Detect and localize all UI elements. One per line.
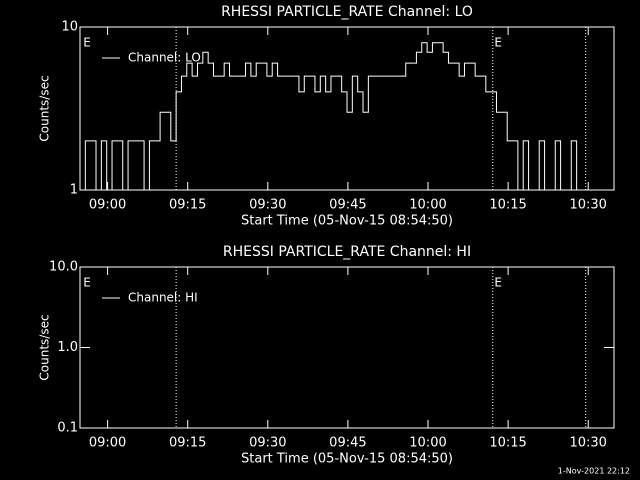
x-tick-label: 09:15 <box>169 436 206 451</box>
event-flag: E <box>494 276 502 290</box>
x-tick-label: 09:00 <box>89 198 126 213</box>
y-tick-label: 10.0 <box>49 260 78 275</box>
x-tick-label: 09:00 <box>89 436 126 451</box>
x-tick-label: 09:45 <box>329 198 366 213</box>
event-flag: E <box>83 276 91 290</box>
footer: 1-Nov-2021 22:12 <box>558 467 630 476</box>
y-tick-label: 1.0 <box>57 340 78 355</box>
y-tick-label: 1 <box>70 183 78 198</box>
plot-frame <box>79 26 615 191</box>
event-flag: E <box>494 36 502 50</box>
x-tick-label: 10:30 <box>569 198 606 213</box>
data-line <box>80 42 582 191</box>
y-tick-label: 0.1 <box>57 421 78 436</box>
x-tick-label: 09:45 <box>329 436 366 451</box>
y-axis-label: Counts/sec <box>38 75 52 141</box>
y-tick-label: 10 <box>61 20 78 35</box>
x-tick-label: 10:15 <box>489 436 526 451</box>
x-axis-label: Start Time (05-Nov-15 08:54:50) <box>241 214 453 229</box>
x-axis-label: Start Time (05-Nov-15 08:54:50) <box>241 452 453 467</box>
x-tick-label: 09:15 <box>169 198 206 213</box>
x-tick-label: 10:00 <box>409 198 446 213</box>
x-tick-label: 10:15 <box>489 198 526 213</box>
y-axis-label: Counts/sec <box>38 314 52 380</box>
x-tick-label: 10:00 <box>409 436 446 451</box>
legend-label: Channel: LO <box>128 51 201 65</box>
event-flag: E <box>83 36 91 50</box>
x-tick-label: 09:30 <box>249 436 286 451</box>
legend-label: Channel: HI <box>128 291 198 305</box>
x-tick-label: 09:30 <box>249 198 286 213</box>
chart-title: RHESSI PARTICLE_RATE Channel: HI <box>223 244 471 260</box>
chart-title: RHESSI PARTICLE_RATE Channel: LO <box>221 4 473 20</box>
x-tick-label: 10:30 <box>569 436 606 451</box>
